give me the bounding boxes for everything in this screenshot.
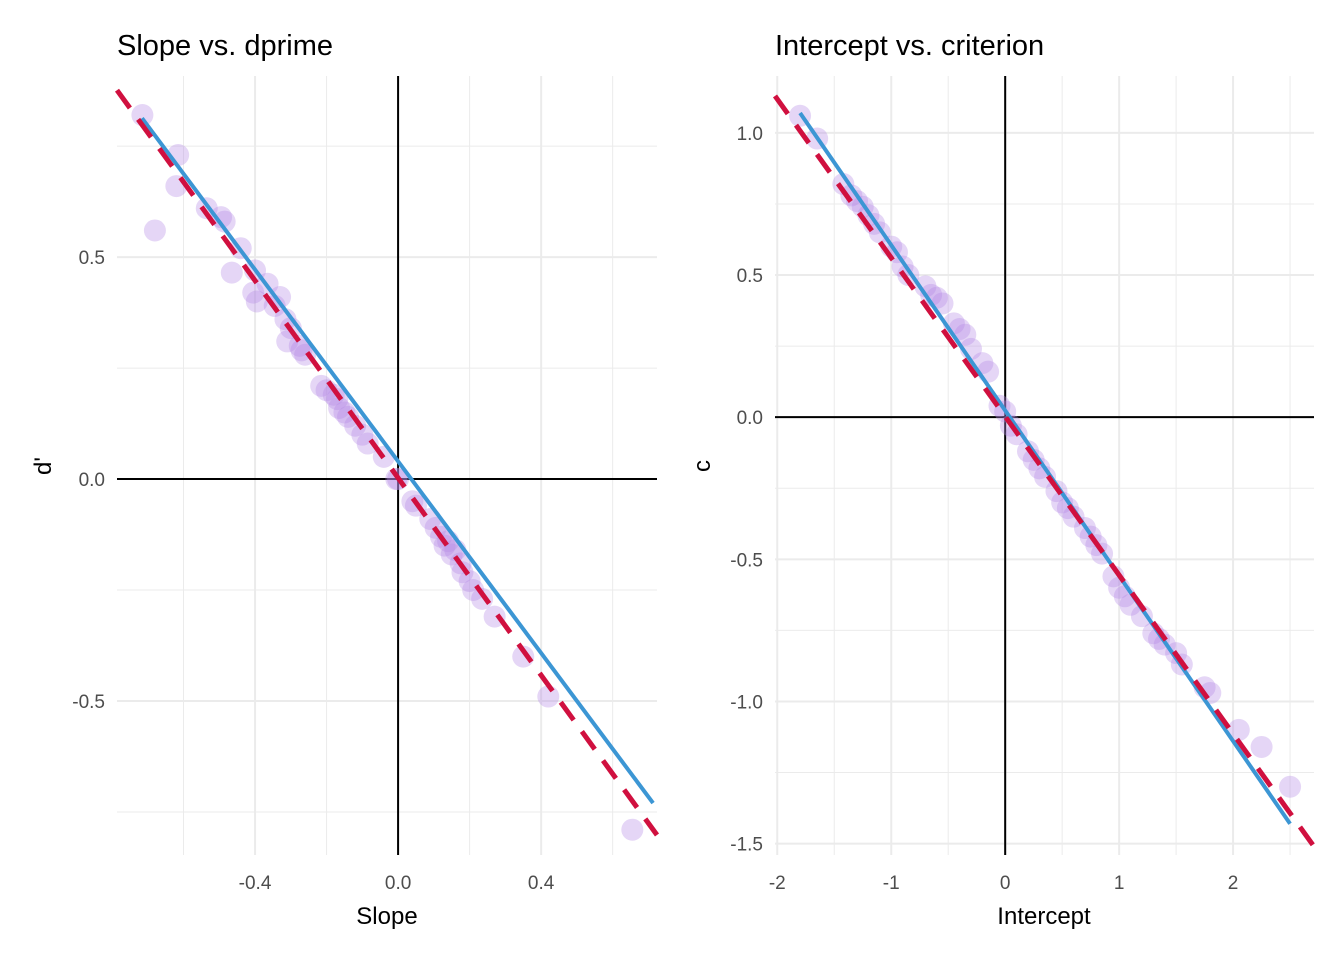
x-tick-label: 0.0 bbox=[385, 873, 411, 894]
fit-line bbox=[140, 116, 655, 805]
data-point bbox=[920, 283, 943, 306]
data-point bbox=[328, 397, 351, 420]
data-point bbox=[351, 423, 374, 446]
x-tick-label: -1 bbox=[883, 873, 900, 894]
data-point bbox=[1028, 457, 1051, 480]
data-point bbox=[1279, 775, 1302, 798]
data-point bbox=[326, 388, 349, 411]
y-axis-label: d' bbox=[30, 457, 57, 475]
x-tick-label: 0.4 bbox=[528, 873, 555, 894]
data-point bbox=[462, 579, 485, 602]
data-point bbox=[954, 323, 977, 346]
dashed-reference-line bbox=[114, 88, 660, 837]
data-point bbox=[840, 184, 863, 207]
y-axis-label: c bbox=[689, 460, 716, 472]
data-point bbox=[213, 210, 236, 233]
y-tick-label: 0.5 bbox=[79, 248, 105, 269]
x-tick-label: 0 bbox=[1000, 873, 1011, 894]
y-tick-label: -1.5 bbox=[730, 835, 763, 856]
data-point bbox=[537, 685, 560, 708]
data-point bbox=[832, 173, 855, 196]
data-point bbox=[143, 219, 166, 242]
panel-title: Slope vs. dprime bbox=[117, 30, 333, 62]
data-point bbox=[914, 275, 937, 298]
data-point bbox=[451, 561, 474, 584]
x-axis-label: Slope bbox=[356, 903, 417, 930]
data-point bbox=[1051, 491, 1074, 514]
x-tick-label: 2 bbox=[1228, 873, 1239, 894]
data-point bbox=[245, 290, 268, 313]
data-point bbox=[274, 308, 297, 331]
data-point bbox=[1227, 718, 1250, 741]
x-tick-label: -2 bbox=[769, 873, 786, 894]
fit-line bbox=[798, 111, 1292, 825]
y-tick-label: -0.5 bbox=[730, 550, 763, 571]
data-point bbox=[269, 286, 292, 309]
panel-slope-vs-dprime: Slope vs. dprime Slope d' -0.4 0.0 0.4 -0.5 0.0… bbox=[30, 30, 660, 930]
data-point bbox=[356, 432, 379, 455]
y-tick-label: 0.0 bbox=[79, 470, 105, 491]
dashed-reference-line bbox=[772, 94, 1317, 848]
data-point bbox=[337, 405, 360, 428]
y-tick-label: 0.0 bbox=[737, 408, 763, 429]
x-axis-label: Intercept bbox=[997, 903, 1091, 930]
data-point bbox=[344, 414, 367, 437]
data-point bbox=[621, 818, 644, 841]
y-tick-label: -0.5 bbox=[72, 692, 105, 713]
data-point bbox=[1130, 605, 1153, 628]
x-tick-label: 1 bbox=[1114, 873, 1125, 894]
panel-title: Intercept vs. criterion bbox=[775, 30, 1044, 62]
data-point bbox=[242, 281, 265, 304]
data-point bbox=[220, 261, 243, 284]
data-point bbox=[1250, 735, 1273, 758]
y-tick-label: 0.5 bbox=[737, 266, 763, 287]
data-point bbox=[333, 401, 356, 424]
y-tick-label: -1.0 bbox=[730, 692, 763, 713]
panel-intercept-vs-criterion: Intercept vs. criterion Intercept c -2 -1 0 1 2… bbox=[689, 30, 1317, 930]
y-tick-label: 1.0 bbox=[737, 124, 763, 145]
x-tick-label: -0.4 bbox=[239, 873, 272, 894]
data-point bbox=[310, 374, 333, 397]
data-point bbox=[288, 334, 311, 357]
